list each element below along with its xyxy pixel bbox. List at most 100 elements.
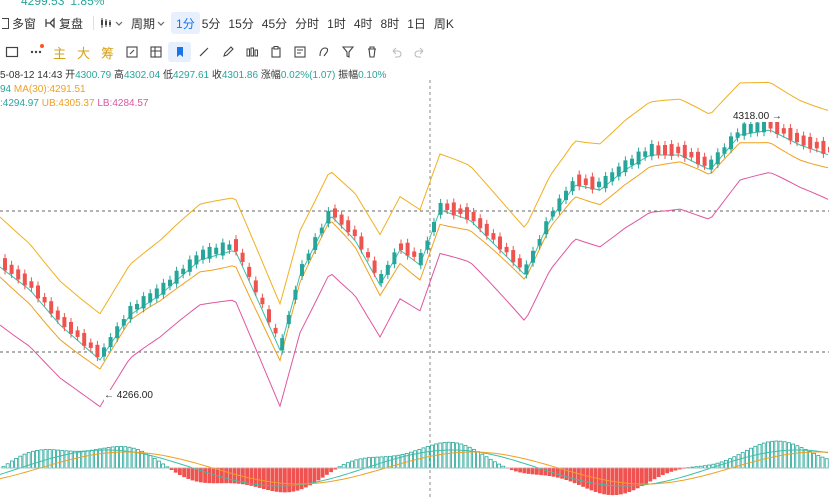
macd-bar (640, 467, 644, 487)
filter-icon (341, 46, 354, 58)
note-icon (293, 46, 306, 58)
macd-bar (98, 448, 102, 469)
candle-body (722, 147, 727, 154)
more-dots-icon (30, 50, 41, 54)
candle-body (280, 338, 285, 351)
candle-body (458, 208, 463, 214)
candle-body (564, 190, 568, 200)
delete-tool-button[interactable] (360, 42, 383, 62)
interval-5m[interactable]: 5分 (200, 12, 227, 34)
clip-tool-button[interactable] (264, 42, 287, 62)
candle-body (392, 252, 397, 265)
macd-bar (631, 467, 636, 491)
interval-1m[interactable]: 1分 (171, 12, 200, 34)
macd-bar (274, 467, 279, 492)
ohlc-info: 5-08-12 14:43 开4300.79 高4302.04 低4297.61… (0, 69, 386, 111)
macd-bar (463, 445, 468, 469)
boll-line: :4294.97 UB:4305.37 LB:4284.57 (0, 97, 386, 111)
chip-button[interactable]: 筹 (96, 42, 119, 62)
note-tool-button[interactable] (288, 42, 311, 62)
macd-bar (287, 467, 292, 493)
macd-bar (81, 450, 86, 469)
main-indicator-button[interactable]: 主 (48, 42, 71, 62)
edit-tool-button[interactable] (120, 42, 143, 62)
macd-bar (745, 449, 749, 469)
candle-body (187, 259, 192, 272)
candle-body (577, 174, 582, 187)
big-label: 大 (76, 45, 90, 61)
candle-tool-button[interactable] (240, 42, 263, 62)
macd-bar (446, 441, 451, 469)
candle-body (491, 233, 496, 240)
replay-button[interactable]: 复盘 (42, 12, 89, 34)
boll-lb: LB:4284.57 (97, 98, 149, 109)
candle-body (676, 146, 681, 154)
macd-bar (56, 449, 60, 469)
macd-bar (30, 450, 35, 469)
macd-bar (627, 467, 632, 492)
ruler-tool-button[interactable] (192, 42, 215, 62)
interval-week[interactable]: 周K (432, 12, 460, 34)
candle-body (696, 151, 700, 165)
period-label: 周期 (131, 16, 156, 31)
interval-timeshare[interactable]: 分时 (293, 12, 325, 34)
open-value: 4300.79 (75, 70, 112, 81)
macd-bar (488, 458, 493, 469)
interval-45m[interactable]: 45分 (260, 12, 293, 34)
boll-mid: :4294.97 (0, 98, 39, 109)
macd-bar (73, 450, 77, 469)
interval-4h[interactable]: 4时 (352, 12, 379, 34)
ruler-icon (199, 47, 208, 57)
macd-bar (522, 467, 527, 474)
macd-bar (278, 467, 283, 493)
macd-bar (161, 463, 166, 469)
candle-body (62, 317, 67, 328)
redo-button[interactable] (408, 42, 431, 62)
interval-1h[interactable]: 1时 (325, 12, 352, 34)
bookmark-tool-button[interactable] (168, 42, 191, 62)
macd-bar (18, 455, 23, 469)
macd-bar (787, 442, 791, 469)
ohlc-line: 5-08-12 14:43 开4300.79 高4302.04 低4297.61… (0, 69, 386, 83)
chart-type-button[interactable] (98, 12, 129, 34)
period-dropdown[interactable]: 周期 (129, 12, 171, 34)
multi-window-button[interactable]: 多窗 (0, 12, 42, 34)
more-button[interactable] (24, 42, 47, 62)
macd-bar (324, 467, 329, 475)
candle-body (286, 314, 291, 325)
macd-bar (228, 467, 233, 484)
macd-bar (89, 449, 94, 469)
candle-body (418, 252, 423, 266)
candle-body (293, 289, 298, 300)
candle-body (36, 285, 40, 299)
candle-body (82, 332, 87, 346)
macd-bar (207, 467, 212, 484)
candle-body (306, 253, 311, 261)
layout-button[interactable] (0, 42, 23, 62)
close-value: 4301.86 (221, 70, 259, 81)
interval-1d[interactable]: 1日 (405, 12, 432, 34)
candle-body (273, 327, 278, 334)
interval-label: 8时 (380, 16, 400, 31)
interval-8h[interactable]: 8时 (379, 12, 406, 34)
candle-body (29, 281, 34, 288)
candle-body (524, 264, 529, 275)
interval-15m[interactable]: 15分 (226, 12, 259, 34)
candle-body (788, 128, 793, 141)
big-order-button[interactable]: 大 (72, 42, 95, 62)
bar-time: 5-08-12 14:43 (0, 70, 63, 81)
pen-tool-button[interactable] (216, 42, 239, 62)
macd-bar (308, 467, 313, 486)
candle-body (95, 344, 100, 358)
undo-button[interactable] (384, 42, 407, 62)
candle-body (313, 237, 318, 251)
filter-tool-button[interactable] (336, 42, 359, 62)
candle-body (709, 159, 714, 170)
magnet-tool-button[interactable] (312, 42, 335, 62)
macd-bar (530, 467, 535, 475)
macd-bar (148, 455, 153, 469)
table-tool-button[interactable] (144, 42, 167, 62)
candle-body (478, 218, 483, 229)
macd-bar (119, 446, 123, 469)
